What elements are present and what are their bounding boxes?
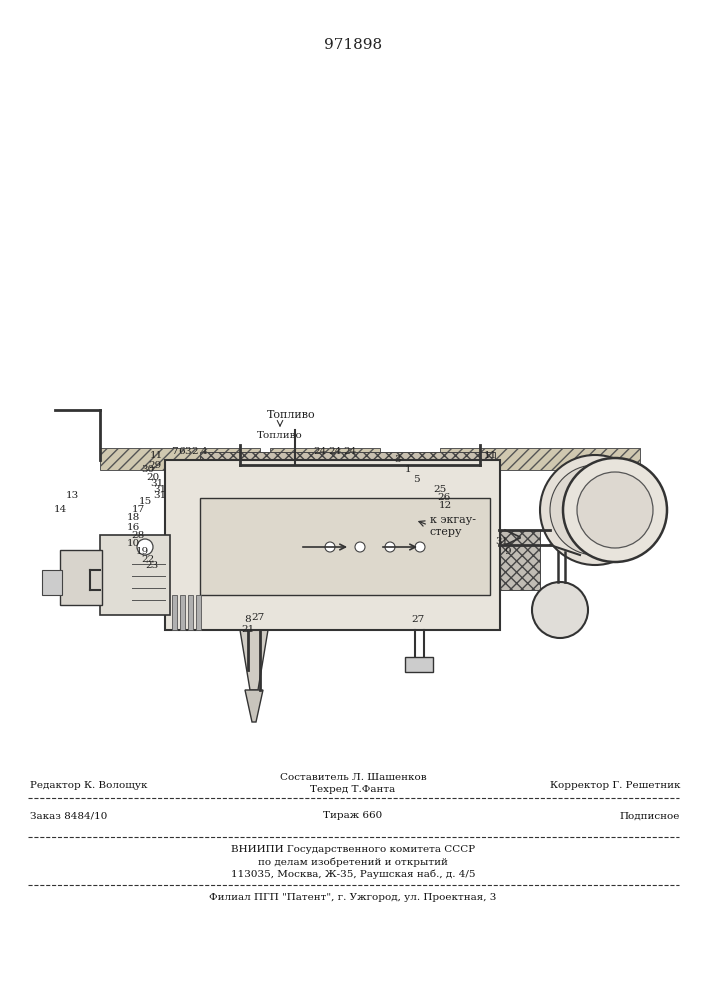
Text: Корректор Г. Решетник: Корректор Г. Решетник	[549, 780, 680, 790]
Polygon shape	[245, 690, 263, 722]
Text: Тираж 660: Тираж 660	[323, 812, 382, 820]
FancyBboxPatch shape	[165, 460, 500, 630]
Circle shape	[137, 539, 153, 555]
Text: 24: 24	[328, 448, 341, 456]
Circle shape	[563, 458, 667, 562]
FancyBboxPatch shape	[200, 498, 490, 595]
FancyBboxPatch shape	[170, 498, 200, 595]
Text: 24: 24	[313, 448, 327, 456]
Text: Топливо: Топливо	[257, 430, 303, 440]
Text: 22: 22	[141, 556, 155, 564]
Text: 6: 6	[179, 448, 185, 456]
Circle shape	[355, 542, 365, 552]
Text: Филиал ПГП "Патент", г. Ужгород, ул. Проектная, 3: Филиал ПГП "Патент", г. Ужгород, ул. Про…	[209, 894, 497, 902]
Circle shape	[577, 472, 653, 548]
Text: 5: 5	[413, 476, 419, 485]
Text: 113035, Москва, Ж-35, Раушская наб., д. 4/5: 113035, Москва, Ж-35, Раушская наб., д. …	[230, 869, 475, 879]
FancyBboxPatch shape	[100, 448, 260, 470]
Text: 23: 23	[146, 562, 158, 570]
FancyBboxPatch shape	[440, 448, 640, 470]
FancyBboxPatch shape	[42, 570, 62, 595]
Text: 27: 27	[411, 615, 425, 624]
Text: Редактор К. Волощук: Редактор К. Волощук	[30, 780, 148, 790]
FancyBboxPatch shape	[405, 657, 433, 672]
Text: 17: 17	[132, 506, 145, 514]
Text: Техред Т.Фанта: Техред Т.Фанта	[310, 786, 396, 794]
Text: по делам изобретений и открытий: по делам изобретений и открытий	[258, 857, 448, 867]
Text: 11: 11	[149, 450, 163, 460]
FancyBboxPatch shape	[188, 595, 193, 630]
Text: 1: 1	[404, 466, 411, 475]
Text: Топливо: Топливо	[267, 410, 315, 420]
FancyBboxPatch shape	[180, 595, 185, 630]
Text: Составитель Л. Шашенков: Составитель Л. Шашенков	[280, 774, 426, 782]
Text: 29: 29	[148, 460, 162, 470]
Circle shape	[325, 542, 335, 552]
Text: 16: 16	[127, 522, 139, 532]
Circle shape	[385, 542, 395, 552]
Text: 31: 31	[153, 491, 167, 500]
Text: 18: 18	[127, 512, 139, 522]
Text: 8: 8	[245, 615, 251, 624]
FancyBboxPatch shape	[196, 595, 201, 630]
FancyBboxPatch shape	[500, 530, 540, 590]
Polygon shape	[240, 630, 268, 690]
Text: 24: 24	[344, 448, 356, 456]
FancyBboxPatch shape	[172, 595, 177, 630]
Text: 4: 4	[201, 448, 207, 456]
Text: 11: 11	[484, 450, 496, 460]
FancyBboxPatch shape	[60, 550, 102, 605]
Circle shape	[532, 582, 588, 638]
Text: ВНИИПИ Государственного комитета СССР: ВНИИПИ Государственного комитета СССР	[231, 846, 475, 854]
FancyBboxPatch shape	[170, 593, 495, 628]
Text: 30: 30	[141, 466, 155, 475]
Text: 19: 19	[135, 548, 148, 556]
Text: 9: 9	[505, 548, 511, 556]
FancyBboxPatch shape	[200, 452, 495, 470]
Text: 10: 10	[127, 538, 139, 548]
Text: 3: 3	[185, 448, 192, 456]
Text: 2: 2	[192, 448, 198, 456]
Text: 7: 7	[170, 448, 177, 456]
Text: Подписное: Подписное	[619, 812, 680, 820]
Text: 31: 31	[153, 486, 167, 494]
Circle shape	[550, 465, 640, 555]
Text: 31: 31	[151, 480, 163, 488]
Text: Заказ 8484/10: Заказ 8484/10	[30, 812, 107, 820]
Text: 27: 27	[252, 613, 264, 622]
Text: 26: 26	[438, 493, 450, 502]
Text: 3: 3	[395, 456, 402, 464]
Text: 31: 31	[496, 538, 508, 546]
Text: 25: 25	[433, 486, 447, 494]
FancyBboxPatch shape	[270, 448, 380, 470]
Text: 21: 21	[241, 626, 255, 635]
Text: стеру: стеру	[430, 527, 462, 537]
Text: 971898: 971898	[324, 38, 382, 52]
Text: 28: 28	[132, 530, 145, 540]
FancyBboxPatch shape	[100, 535, 170, 615]
Text: 15: 15	[139, 497, 151, 506]
Circle shape	[540, 455, 650, 565]
Text: 13: 13	[65, 490, 78, 499]
Text: 12: 12	[438, 500, 452, 510]
Text: 14: 14	[53, 506, 66, 514]
FancyBboxPatch shape	[170, 465, 495, 500]
Text: к экгау-: к экгау-	[430, 515, 476, 525]
Text: 20: 20	[146, 474, 160, 483]
Circle shape	[415, 542, 425, 552]
